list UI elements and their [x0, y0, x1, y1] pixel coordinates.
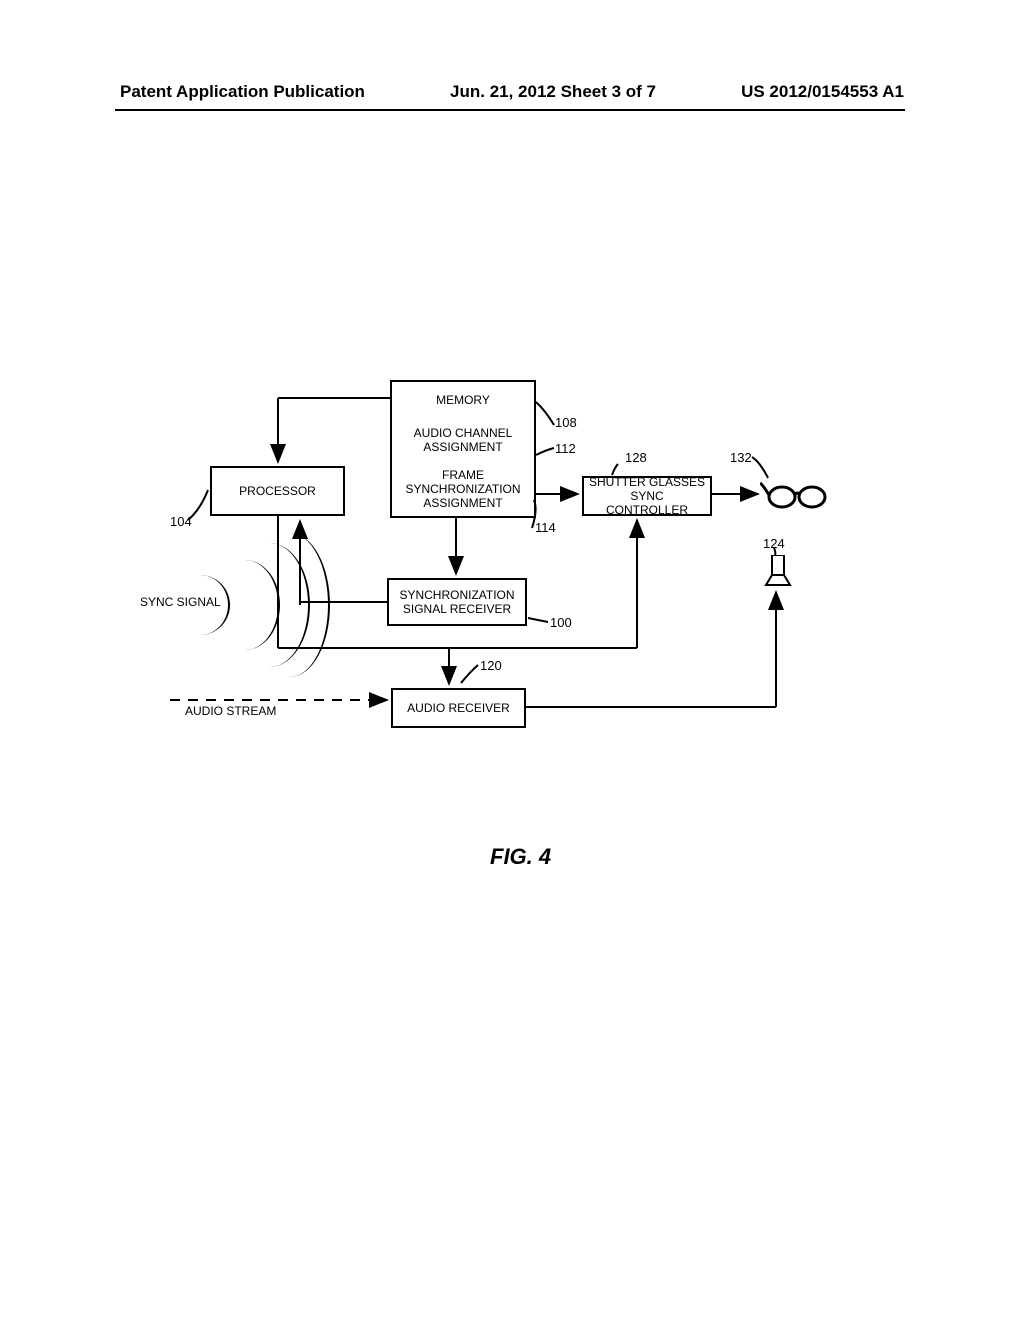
frame-sync-label: FRAME SYNCHRONIZATION ASSIGNMENT	[396, 468, 530, 510]
ref-108: 108	[555, 415, 577, 430]
ref-112: 112	[555, 441, 576, 456]
memory-label: MEMORY	[436, 393, 490, 407]
header-left: Patent Application Publication	[120, 82, 365, 102]
audio-channel-label: AUDIO CHANNEL ASSIGNMENT	[396, 426, 530, 454]
figure-label: FIG. 4	[490, 844, 551, 870]
page-header: Patent Application Publication Jun. 21, …	[0, 82, 1024, 102]
header-center: Jun. 21, 2012 Sheet 3 of 7	[450, 82, 656, 102]
ref-128: 128	[625, 450, 647, 465]
ref-104: 104	[170, 514, 192, 529]
shutter-glasses-label: SHUTTER GLASSES SYNC CONTROLLER	[588, 475, 706, 517]
diagram: MEMORY AUDIO CHANNEL ASSIGNMENT FRAME SY…	[140, 380, 860, 840]
processor-box: PROCESSOR	[210, 466, 345, 516]
ref-124: 124	[763, 536, 785, 551]
audio-stream-label: AUDIO STREAM	[185, 704, 276, 718]
speaker-icon	[764, 555, 792, 587]
sync-arc-4	[250, 533, 330, 677]
ref-120: 120	[480, 658, 502, 673]
header-divider	[115, 109, 905, 111]
header-right: US 2012/0154553 A1	[741, 82, 904, 102]
sync-receiver-box: SYNCHRONIZATION SIGNAL RECEIVER	[387, 578, 527, 626]
processor-label: PROCESSOR	[239, 484, 316, 498]
ref-132: 132	[730, 450, 752, 465]
audio-receiver-label: AUDIO RECEIVER	[407, 701, 510, 715]
audio-receiver-box: AUDIO RECEIVER	[391, 688, 526, 728]
frame-sync-box: FRAME SYNCHRONIZATION ASSIGNMENT	[390, 462, 536, 518]
ref-114: 114	[535, 520, 556, 535]
sync-receiver-label: SYNCHRONIZATION SIGNAL RECEIVER	[393, 588, 521, 616]
ref-100: 100	[550, 615, 572, 630]
shutter-glasses-box: SHUTTER GLASSES SYNC CONTROLLER	[582, 476, 712, 516]
audio-channel-box: AUDIO CHANNEL ASSIGNMENT	[390, 418, 536, 464]
memory-box: MEMORY	[390, 380, 536, 420]
glasses-icon	[760, 475, 830, 510]
